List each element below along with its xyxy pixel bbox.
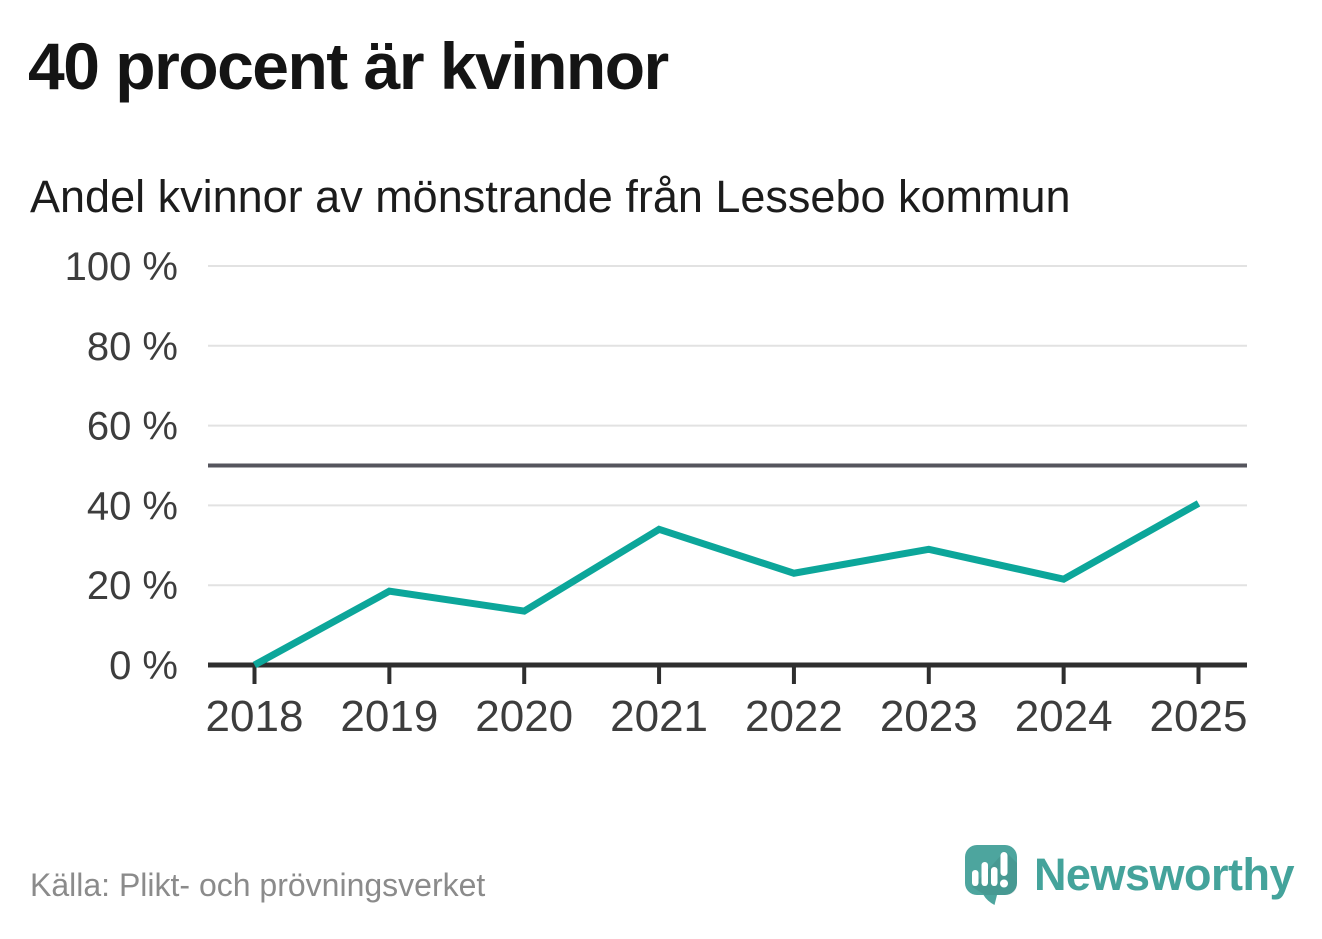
bar-2 — [981, 862, 988, 886]
x-axis-tick-label: 2022 — [745, 692, 843, 741]
x-axis-tick-label: 2021 — [610, 692, 708, 741]
data-line-andel-kvinnor — [252, 500, 1201, 669]
y-axis-tick-label: 20 % — [87, 564, 178, 608]
newsworthy-logo: Newsworthy — [961, 841, 1295, 907]
source-note: Källa: Plikt- och prövningsverket — [30, 867, 486, 903]
x-axis-tick-label: 2025 — [1150, 692, 1248, 741]
newsworthy-wordmark: Newsworthy — [1033, 848, 1295, 900]
chart-subtitle: Andel kvinnor av mönstrande från Lessebo… — [30, 171, 1071, 222]
chart-title: 40 procent är kvinnor — [28, 29, 669, 103]
y-axis-tick-label: 100 % — [65, 245, 178, 289]
bar-1 — [971, 870, 979, 886]
x-axis-tick-label: 2020 — [475, 692, 573, 741]
newsworthy-speech-bubble-bar-chart-icon — [964, 845, 1017, 905]
bar-3 — [990, 867, 998, 886]
x-axis-tick-label: 2019 — [340, 692, 438, 741]
x-axis-tick-label: 2023 — [880, 692, 978, 741]
y-axis-tick-label: 60 % — [87, 405, 178, 449]
exclamation-dot — [999, 879, 1008, 888]
x-axis-tick-label: 2024 — [1015, 692, 1113, 741]
y-axis-tick-label: 80 % — [87, 325, 178, 369]
y-axis-tick-label: 40 % — [87, 484, 178, 528]
exclamation-bar — [1000, 852, 1008, 876]
x-axis-tick-label: 2018 — [206, 692, 304, 741]
y-axis-tick-label: 0 % — [109, 644, 178, 688]
